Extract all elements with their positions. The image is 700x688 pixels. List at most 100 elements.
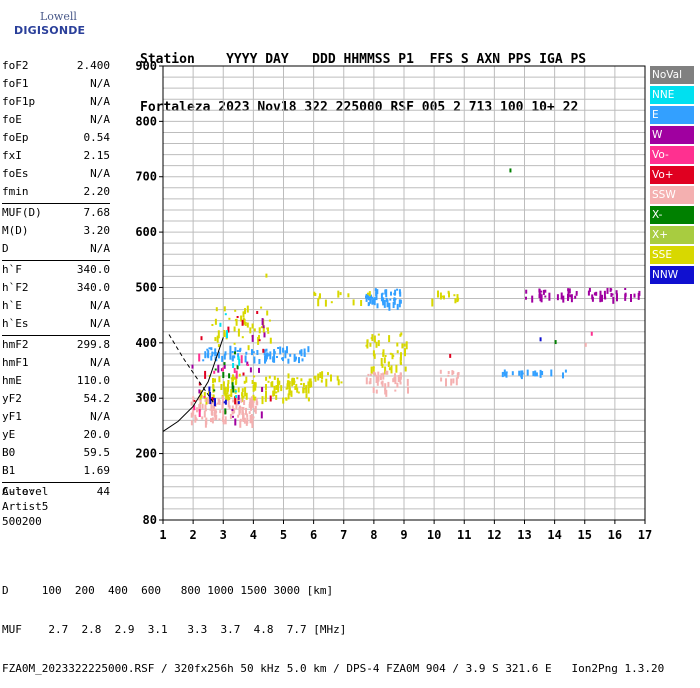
echo-mark (387, 362, 390, 367)
param-row: foF1 N/A (2, 76, 110, 94)
echo-mark (214, 368, 217, 371)
param-value: N/A (90, 167, 110, 180)
echo-mark (221, 355, 224, 362)
echo-mark (401, 343, 404, 349)
echo-mark (242, 317, 245, 324)
echo-mark (505, 372, 508, 378)
echo-mark (205, 417, 208, 425)
echo-mark (544, 289, 547, 293)
param-label: MUF(D) (2, 206, 42, 219)
echo-mark (249, 327, 252, 334)
echo-mark (288, 381, 291, 385)
echo-mark (235, 376, 238, 384)
echo-mark (261, 396, 264, 405)
echo-mark (218, 376, 221, 383)
echo-mark (210, 355, 213, 361)
echo-mark (375, 289, 378, 296)
echo-mark (204, 398, 207, 402)
echo-mark (360, 300, 363, 306)
echo-mark (211, 351, 214, 357)
echo-mark (275, 385, 278, 390)
echo-mark (542, 289, 545, 295)
echo-mark (242, 395, 245, 398)
echo-mark (208, 347, 211, 350)
echo-mark (240, 315, 243, 322)
echo-mark (251, 334, 254, 342)
echo-mark (567, 288, 570, 296)
param-value: N/A (90, 356, 110, 369)
echo-mark (210, 400, 213, 409)
echo-mark (327, 372, 329, 376)
echo-mark (279, 346, 282, 355)
echo-mark (339, 292, 342, 296)
echo-mark (441, 295, 444, 298)
echo-mark (324, 299, 327, 307)
echo-mark (214, 398, 216, 407)
echo-mark (615, 290, 618, 295)
echo-mark (369, 342, 372, 347)
echo-mark (193, 399, 196, 402)
auto-program: Artist5 (2, 500, 49, 513)
echo-mark (385, 289, 388, 298)
echo-mark (388, 335, 391, 343)
param-row: hmF1 N/A (2, 355, 110, 373)
param-value: 340.0 (76, 281, 110, 294)
echo-mark (230, 377, 233, 380)
echo-mark (243, 400, 246, 405)
echo-mark (224, 399, 227, 405)
echo-mark (204, 408, 207, 412)
echo-mark (399, 291, 402, 297)
echo-mark (540, 294, 543, 303)
echo-mark (511, 371, 514, 376)
echo-mark (253, 356, 256, 364)
echo-mark (265, 376, 268, 381)
param-separator (2, 335, 110, 336)
echo-mark (336, 375, 339, 381)
echo-mark (282, 357, 284, 362)
echo-mark (208, 386, 211, 392)
echo-mark (616, 293, 618, 302)
echo-mark (258, 367, 260, 373)
echo-mark (277, 385, 280, 393)
echo-mark (231, 377, 234, 385)
echo-mark (320, 379, 323, 383)
echo-mark (307, 386, 310, 394)
echo-mark (224, 416, 227, 425)
echo-mark (235, 395, 238, 398)
echo-mark (307, 397, 310, 402)
echo-mark (503, 369, 506, 377)
echo-mark (556, 294, 559, 301)
echo-mark (293, 353, 296, 362)
echo-mark (447, 371, 450, 374)
echo-mark (287, 393, 290, 400)
echo-mark (249, 415, 252, 423)
echo-mark (191, 412, 194, 417)
param-label: foEs (2, 167, 29, 180)
param-row: foEs N/A (2, 166, 110, 184)
x-tick-label: 3 (220, 528, 227, 542)
echo-mark (251, 419, 254, 425)
echo-mark (262, 325, 265, 329)
echo-mark (229, 351, 232, 360)
param-value: 7.68 (83, 206, 111, 219)
echo-mark (548, 292, 551, 301)
echo-mark (269, 395, 272, 402)
echo-mark (249, 367, 252, 373)
echo-mark (240, 398, 243, 403)
echo-mark (379, 375, 382, 381)
echo-point (265, 273, 268, 278)
param-label: yF2 (2, 392, 22, 405)
echo-mark (284, 350, 287, 359)
echo-mark (190, 412, 193, 418)
echo-mark (398, 299, 401, 308)
echo-mark (540, 290, 543, 293)
echo-mark (232, 399, 235, 403)
echo-mark (624, 292, 627, 296)
echo-mark (319, 293, 321, 299)
param-value: N/A (90, 299, 110, 312)
echo-mark (254, 405, 257, 414)
param-value: 44 (96, 485, 110, 498)
echo-mark (384, 355, 387, 357)
echo-mark (381, 363, 384, 368)
echo-mark (321, 371, 324, 380)
